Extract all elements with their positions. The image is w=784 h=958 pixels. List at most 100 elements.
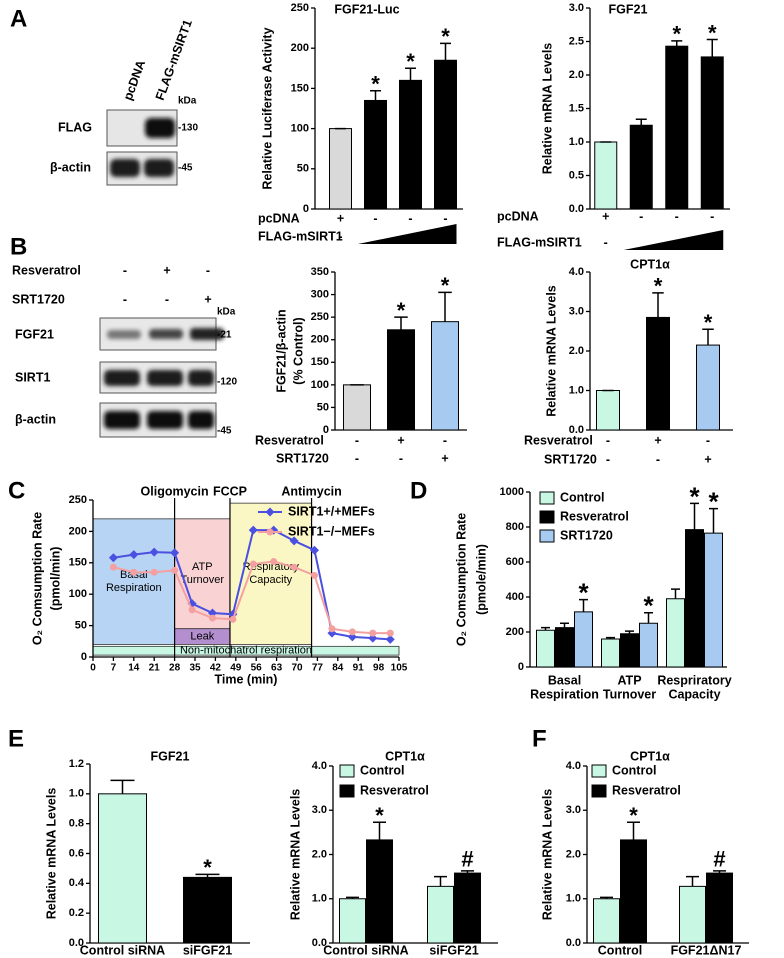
error-bar — [370, 90, 381, 101]
bar — [431, 321, 459, 431]
band — [104, 370, 140, 386]
condition-mark: - — [399, 451, 403, 465]
region-label: Non-mitochatrol respiration — [180, 645, 312, 657]
y-tick-label: 0.5 — [569, 169, 584, 181]
condition-mark: - — [656, 452, 660, 466]
point — [368, 633, 378, 643]
condition-label: SRT1720 — [544, 452, 597, 466]
legend-label: SIRT1+/+MEFs — [288, 504, 375, 518]
condition-label: FLAG-mSIRT1 — [497, 235, 582, 249]
significance: * — [689, 481, 700, 511]
significance: * — [704, 310, 713, 335]
band — [107, 330, 141, 339]
legend-swatch — [339, 764, 355, 778]
bar — [620, 839, 647, 944]
panel-label: F — [532, 725, 547, 752]
chart-title: FGF21 — [151, 749, 190, 763]
size-marker: -45 — [178, 163, 193, 174]
row-label: β-actin — [50, 160, 91, 174]
bar — [555, 627, 574, 668]
x-tick-label: 28 — [169, 663, 181, 674]
region-label: Capacity — [249, 574, 292, 586]
band — [190, 328, 224, 340]
y-tick-label: 250 — [291, 2, 309, 14]
size-marker: -120 — [217, 377, 237, 388]
condition-mark: - — [606, 433, 610, 447]
condition-label: Resveratrol — [255, 433, 324, 447]
dose-ramp — [623, 230, 724, 250]
condition-mark: + — [704, 452, 711, 466]
region — [92, 518, 175, 645]
condition-mark: - — [355, 433, 359, 447]
error-bar — [434, 875, 447, 887]
y-tick-label: 0.6 — [69, 847, 84, 859]
significance: * — [629, 803, 638, 828]
y-tick-label: 0.4 — [69, 877, 85, 889]
point — [171, 566, 179, 574]
y-tick-label: 150 — [69, 557, 87, 569]
point — [249, 560, 257, 568]
bar — [696, 344, 720, 431]
point — [348, 628, 356, 636]
bar — [339, 898, 366, 944]
point — [290, 563, 298, 571]
condition-label: SRT1720 — [276, 451, 329, 465]
chart-title: FGF21-Luc — [334, 2, 399, 16]
bar — [620, 633, 639, 668]
condition-mark: + — [441, 451, 448, 465]
error-bar — [405, 67, 416, 81]
y-tick-label: 150 — [311, 356, 329, 368]
condition-mark: + — [337, 211, 344, 225]
point — [328, 625, 336, 633]
point — [170, 548, 180, 558]
significance: * — [643, 591, 654, 621]
y-axis-label: (pmole/min) — [474, 544, 488, 615]
bar — [364, 99, 387, 210]
bar — [596, 390, 620, 431]
lane-label: pcDNA — [121, 58, 148, 102]
x-tick-label: siFGF21 — [429, 943, 478, 957]
bar — [679, 885, 706, 944]
y-tick-label: 50 — [297, 163, 309, 175]
error-bar — [560, 622, 569, 628]
point — [289, 536, 299, 546]
y-tick-label: 800 — [506, 521, 524, 533]
chart-title: CPT1α — [385, 749, 425, 763]
error-bar — [346, 896, 359, 899]
panel-label: B — [10, 233, 27, 260]
y-tick-label: 1.0 — [312, 893, 327, 905]
legend-marker — [265, 507, 275, 517]
condition-mark: - — [373, 211, 377, 225]
x-tick-label: 21 — [149, 663, 161, 674]
condition-label: SRT1720 — [12, 292, 65, 306]
y-tick-label: 0 — [323, 424, 329, 436]
y-tick-label: 1.0 — [69, 788, 84, 800]
y-axis-label: Relative Luciferase Activity — [260, 27, 274, 189]
x-tick-label: Control siRNA — [323, 943, 408, 957]
x-tick-label: Control — [598, 943, 642, 957]
x-tick-label: 70 — [291, 663, 303, 674]
bar — [387, 329, 415, 431]
bar — [343, 384, 371, 431]
legend-swatch — [591, 764, 607, 778]
x-tick-label: Respiration — [530, 687, 599, 701]
condition-mark: - — [123, 263, 127, 277]
band — [149, 329, 183, 339]
y-tick-label: 3.0 — [569, 305, 584, 317]
y-axis-label: Relative mRNA Levels — [288, 789, 302, 921]
y-tick-label: 1000 — [500, 486, 524, 498]
y-tick-label: 4.0 — [569, 266, 584, 278]
error-bar — [644, 612, 653, 624]
x-tick-label: 91 — [353, 663, 365, 674]
panel-label: A — [10, 5, 27, 32]
condition-mark: - — [206, 263, 210, 277]
error-bar — [541, 626, 550, 631]
point — [150, 568, 158, 576]
band — [110, 159, 140, 177]
x-tick-label: 98 — [373, 663, 385, 674]
y-tick-label: 4.0 — [566, 760, 581, 772]
bar — [434, 59, 457, 210]
y-tick-label: 4.0 — [312, 760, 327, 772]
bar — [183, 876, 232, 944]
y-tick-label: 400 — [506, 591, 524, 603]
